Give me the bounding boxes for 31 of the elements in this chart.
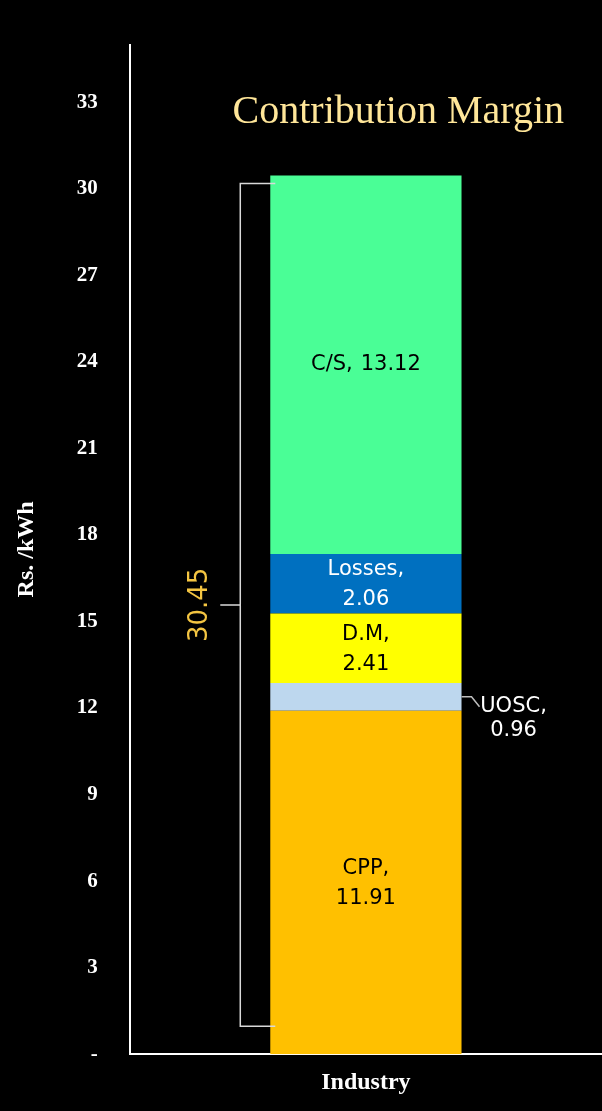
series-label: Losses, xyxy=(327,556,405,581)
y-tick-label: 30 xyxy=(76,175,98,200)
y-tick-label: 15 xyxy=(76,607,98,632)
y-tick-label: - xyxy=(90,1040,98,1065)
data-label: 2.41 xyxy=(342,650,390,675)
x-tick-label: Industry xyxy=(321,1067,411,1094)
text: Contribution Margin xyxy=(232,87,564,133)
y-tick-label: 3 xyxy=(87,954,98,979)
series-label: CPP, xyxy=(342,854,390,879)
data-label: 13.12 xyxy=(360,351,421,376)
data-label: 2.06 xyxy=(342,586,390,611)
y-tick-label: 12 xyxy=(76,694,98,719)
y-tick-label: 18 xyxy=(76,521,98,546)
series-label: D.M, xyxy=(342,620,390,645)
bar xyxy=(270,613,462,683)
bar xyxy=(270,175,462,555)
y-axis-title: Rs. /kWh xyxy=(11,501,38,598)
series-label: UOSC, xyxy=(480,693,547,718)
y-tick-label: 6 xyxy=(87,867,98,892)
bar xyxy=(270,554,462,614)
y-tick-label: 9 xyxy=(87,781,98,806)
total-label: 30.45 xyxy=(183,567,214,643)
bar xyxy=(270,682,462,711)
series-label: C/S, xyxy=(310,351,353,376)
y-tick-label: 21 xyxy=(76,434,98,459)
y-tick-label: 27 xyxy=(76,261,98,286)
y-tick-label: 24 xyxy=(76,348,99,373)
bar xyxy=(270,710,462,1055)
data-label: 11.91 xyxy=(335,884,396,909)
y-tick-label: 33 xyxy=(76,88,98,113)
data-label: 0.96 xyxy=(490,717,537,742)
